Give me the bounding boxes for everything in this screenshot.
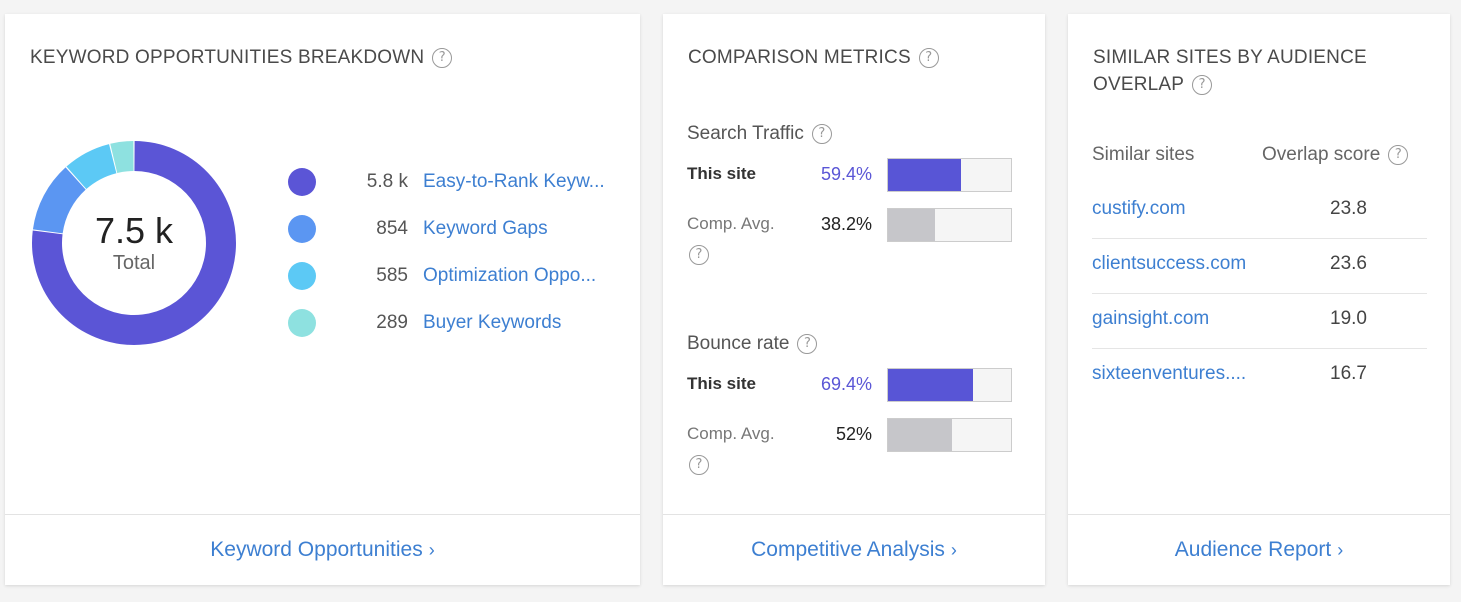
metric-label-search-traffic: Search Traffic? [687,123,832,145]
row-name: This site [687,374,756,393]
row-percent: 38.2% [820,214,872,234]
table-row: gainsight.com 19.0 [1092,294,1427,349]
donut-total-value: 7.5 k [94,209,174,251]
progress-bar [887,158,1012,192]
similar-sites-card: SIMILAR SITES BY AUDIENCE OVERLAP? Simil… [1068,14,1450,585]
legend-item: 854 Keyword Gaps [288,205,605,252]
card-title-line1: SIMILAR SITES BY AUDIENCE [1093,47,1367,68]
legend-link-keyword-gaps[interactable]: Keyword Gaps [423,217,548,239]
row-percent: 59.4% [820,164,872,184]
similar-sites-table: custify.com 23.8 clientsuccess.com 23.6 … [1092,184,1427,403]
progress-bar [887,418,1012,452]
progress-fill [888,159,962,191]
metric-row-this-site: This site 69.4% [687,368,1017,404]
overlap-score: 16.7 [1330,363,1367,384]
comp-avg-help: ? [689,245,709,265]
table-header: Similar sites Overlap score? [1092,144,1427,172]
metric-row-this-site: This site 59.4% [687,158,1017,194]
legend-item: 585 Optimization Oppo... [288,252,605,299]
card-title-text: KEYWORD OPPORTUNITIES BREAKDOWN [30,47,425,68]
row-percent: 69.4% [820,374,872,394]
help-icon[interactable]: ? [689,245,709,265]
overlap-score: 19.0 [1330,308,1367,329]
column-header-overlap-score: Overlap score? [1262,144,1409,166]
row-name: Comp. Avg. [687,214,775,233]
legend-link-buyer-keywords[interactable]: Buyer Keywords [423,311,562,333]
legend-link-optimization[interactable]: Optimization Oppo... [423,264,597,286]
donut-total-label: Total [112,251,156,274]
donut-slice-1[interactable] [32,167,86,234]
metric-label-text: Bounce rate [687,333,790,354]
metric-row-comp-avg: Comp. Avg. 52% [687,418,1017,454]
row-name: This site [687,164,756,183]
row-percent: 52% [835,424,872,444]
table-row: sixteenventures.... 16.7 [1092,349,1427,403]
progress-fill [888,419,952,451]
legend-dot-icon [288,261,316,290]
row-name: Comp. Avg. [687,424,775,443]
progress-bar [887,368,1012,402]
help-icon[interactable]: ? [1192,75,1213,95]
column-header-similar-sites: Similar sites [1092,144,1195,165]
metric-label-text: Search Traffic [687,123,804,144]
legend-dot-icon [288,167,316,196]
audience-report-link[interactable]: Audience Report › [1068,514,1450,585]
progress-bar [887,208,1012,242]
help-icon[interactable]: ? [797,334,818,354]
legend-item: 289 Buyer Keywords [288,299,605,346]
legend-link-easy-to-rank[interactable]: Easy-to-Rank Keyw... [423,170,605,192]
help-icon[interactable]: ? [918,48,939,68]
card-title: SIMILAR SITES BY AUDIENCE OVERLAP? [1093,44,1367,98]
legend-dot-icon [288,214,316,243]
help-icon[interactable]: ? [689,455,709,475]
help-icon[interactable]: ? [811,124,832,144]
donut-slice-2[interactable] [66,144,117,190]
site-link[interactable]: gainsight.com [1092,308,1210,329]
card-title: COMPARISON METRICS? [688,44,939,71]
legend-dot-icon [288,308,316,337]
metric-label-bounce-rate: Bounce rate? [687,333,818,355]
site-link[interactable]: clientsuccess.com [1092,253,1247,274]
card-title: KEYWORD OPPORTUNITIES BREAKDOWN? [30,44,453,71]
keyword-opportunities-card: KEYWORD OPPORTUNITIES BREAKDOWN? 7.5 k T… [5,14,640,585]
donut-slice-3[interactable] [110,141,134,173]
competitive-analysis-link[interactable]: Competitive Analysis › [663,514,1045,585]
chevron-right-icon: › [428,539,435,560]
legend-count: 854 [376,217,408,239]
donut-legend: 5.8 k Easy-to-Rank Keyw... 854 Keyword G… [288,158,605,346]
progress-fill [888,209,935,241]
help-icon[interactable]: ? [1388,145,1409,165]
progress-fill [888,369,974,401]
table-row: custify.com 23.8 [1092,184,1427,239]
footer-link-label: Competitive Analysis [751,538,945,561]
site-link[interactable]: sixteenventures.... [1092,363,1247,384]
overlap-score: 23.6 [1330,253,1367,274]
legend-count: 289 [376,311,408,333]
card-title-line2: OVERLAP [1093,74,1185,95]
column-header-text: Overlap score [1262,144,1381,165]
legend-count: 585 [376,264,408,286]
legend-item: 5.8 k Easy-to-Rank Keyw... [288,158,605,205]
metric-row-comp-avg: Comp. Avg. 38.2% [687,208,1017,244]
chevron-right-icon: › [950,539,957,560]
keyword-opportunities-link[interactable]: Keyword Opportunities › [5,514,640,585]
chevron-right-icon: › [1337,539,1344,560]
site-link[interactable]: custify.com [1092,198,1186,219]
comp-avg-help: ? [689,455,709,475]
donut-chart [31,141,237,345]
legend-count: 5.8 k [366,170,408,192]
card-title-text: COMPARISON METRICS [688,47,911,68]
footer-link-label: Keyword Opportunities [210,538,423,561]
donut-slice-0[interactable] [31,141,237,345]
footer-link-label: Audience Report [1174,538,1332,561]
donut-center: 7.5 k Total [30,139,238,347]
help-icon[interactable]: ? [432,48,453,68]
table-row: clientsuccess.com 23.6 [1092,239,1427,294]
comparison-metrics-card: COMPARISON METRICS? Search Traffic? This… [663,14,1045,585]
overlap-score: 23.8 [1330,198,1367,219]
